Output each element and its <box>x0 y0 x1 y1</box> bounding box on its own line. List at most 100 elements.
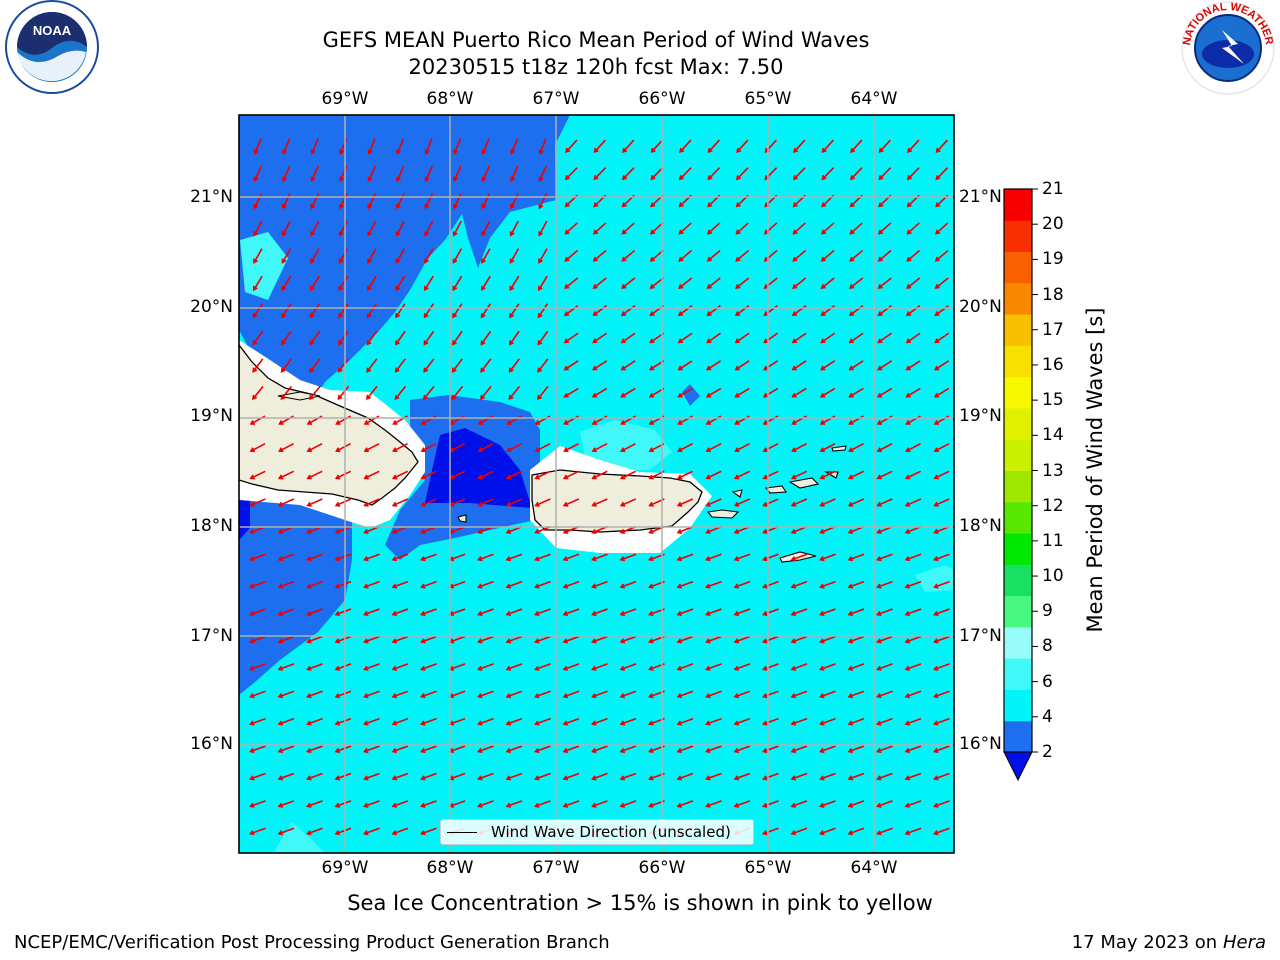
wave-direction-arrow <box>563 304 579 317</box>
wave-direction-arrow <box>734 442 750 453</box>
wave-direction-arrow <box>367 193 377 210</box>
wave-direction-arrow <box>424 220 434 237</box>
wave-period-zone-2-4 <box>239 495 352 695</box>
wave-direction-arrow <box>876 580 893 589</box>
wave-direction-arrow <box>733 608 751 617</box>
wave-direction-arrow <box>562 717 580 726</box>
wave-direction-arrow <box>478 856 493 862</box>
wave-direction-arrow <box>510 138 519 155</box>
wave-direction-arrow <box>762 442 779 453</box>
wave-direction-arrow <box>705 772 722 781</box>
wave-direction-arrow <box>819 772 836 781</box>
wave-direction-arrow <box>678 222 692 235</box>
wave-direction-arrow <box>391 663 409 671</box>
colorbar-tick-label: 14 <box>1042 425 1064 446</box>
wave-direction-arrow <box>391 608 409 617</box>
wave-direction-arrow <box>395 248 406 264</box>
wave-direction-arrow <box>477 498 494 507</box>
wave-direction-arrow <box>391 635 409 644</box>
map-gridlines <box>239 115 954 853</box>
wave-direction-arrow <box>252 358 264 373</box>
wave-direction-arrow <box>477 442 494 453</box>
wave-direction-arrow <box>420 663 437 671</box>
wave-direction-arrow <box>733 717 751 726</box>
wave-direction-arrow <box>477 690 494 699</box>
wave-direction-arrow <box>562 470 580 480</box>
wave-direction-arrow <box>592 249 607 262</box>
wave-direction-arrow <box>819 800 836 808</box>
lat-tick-right: 17°N <box>959 626 1002 646</box>
wave-direction-arrow <box>249 553 266 562</box>
wave-direction-arrow <box>934 856 949 862</box>
wave-direction-arrow <box>733 470 751 480</box>
wave-direction-arrow <box>334 772 352 781</box>
wave-direction-arrow <box>564 249 579 262</box>
wave-direction-arrow <box>790 553 808 562</box>
wave-direction-arrow <box>363 608 380 617</box>
wave-direction-arrow <box>306 772 323 781</box>
wave-direction-arrow <box>706 856 721 862</box>
wave-direction-arrow <box>620 360 636 371</box>
lon-tick-top: 65°W <box>744 89 792 109</box>
wave-direction-arrow <box>280 385 293 401</box>
wave-direction-arrow <box>735 222 749 235</box>
wave-direction-arrow <box>619 772 637 781</box>
colorbar-band <box>1004 658 1032 690</box>
wave-direction-arrow <box>334 553 352 562</box>
wave-direction-arrow <box>819 580 836 589</box>
wave-direction-arrow <box>564 222 578 235</box>
wave-direction-arrow <box>277 553 295 562</box>
wave-direction-arrow <box>253 138 262 155</box>
wave-direction-arrow <box>705 498 722 507</box>
wave-direction-arrow <box>534 470 551 480</box>
wave-direction-arrow <box>334 717 352 726</box>
wave-direction-arrow <box>306 442 323 453</box>
wave-direction-arrow <box>850 139 863 154</box>
colorbar-band <box>1004 595 1032 628</box>
wave-direction-arrow <box>933 717 950 726</box>
wave-direction-arrow <box>933 635 950 644</box>
wave-direction-arrow <box>733 690 751 699</box>
colorbar <box>1003 188 1038 782</box>
wave-direction-arrow <box>505 745 523 754</box>
wave-direction-arrow <box>619 663 637 671</box>
wave-direction-arrow <box>420 745 437 754</box>
wave-direction-arrow <box>819 745 836 754</box>
wave-direction-arrow <box>481 275 491 292</box>
wave-direction-arrow <box>906 856 921 862</box>
wave-direction-arrow <box>477 717 494 726</box>
map-frame <box>238 114 955 854</box>
wave-direction-arrow <box>705 387 722 398</box>
wave-direction-arrow <box>876 663 893 671</box>
wave-direction-arrow <box>847 498 865 507</box>
wave-direction-arrow <box>762 360 779 371</box>
wave-direction-arrow <box>280 358 292 373</box>
wave-direction-arrow <box>452 220 462 237</box>
wave-direction-arrow <box>591 442 608 453</box>
wave-direction-arrow <box>306 635 323 644</box>
wave-direction-arrow <box>508 385 521 401</box>
wave-direction-arrow <box>424 138 433 155</box>
wave-direction-arrow <box>847 800 865 808</box>
wave-direction-arrow <box>505 470 523 480</box>
wave-direction-arrow <box>420 717 437 726</box>
wave-direction-arrow <box>934 222 949 235</box>
lon-tick-top: 64°W <box>850 89 898 109</box>
wave-direction-arrow <box>790 608 808 617</box>
wave-direction-arrow <box>934 277 949 289</box>
wave-direction-arrow <box>820 332 836 344</box>
wave-direction-arrow <box>538 165 548 183</box>
wave-direction-arrow <box>790 772 808 781</box>
wave-direction-arrow <box>423 330 435 346</box>
wave-direction-arrow <box>334 663 352 671</box>
wave-direction-arrow <box>363 663 380 671</box>
wave-direction-arrow <box>847 635 865 644</box>
wave-direction-arrow <box>762 387 779 398</box>
wave-direction-arrow <box>477 663 494 671</box>
wave-direction-arrow <box>508 330 520 346</box>
wave-direction-arrow <box>620 442 636 453</box>
wave-direction-arrow <box>249 580 266 589</box>
wave-direction-arrow <box>366 385 378 401</box>
wave-direction-arrow <box>847 827 865 836</box>
wave-direction-arrow <box>363 690 380 699</box>
